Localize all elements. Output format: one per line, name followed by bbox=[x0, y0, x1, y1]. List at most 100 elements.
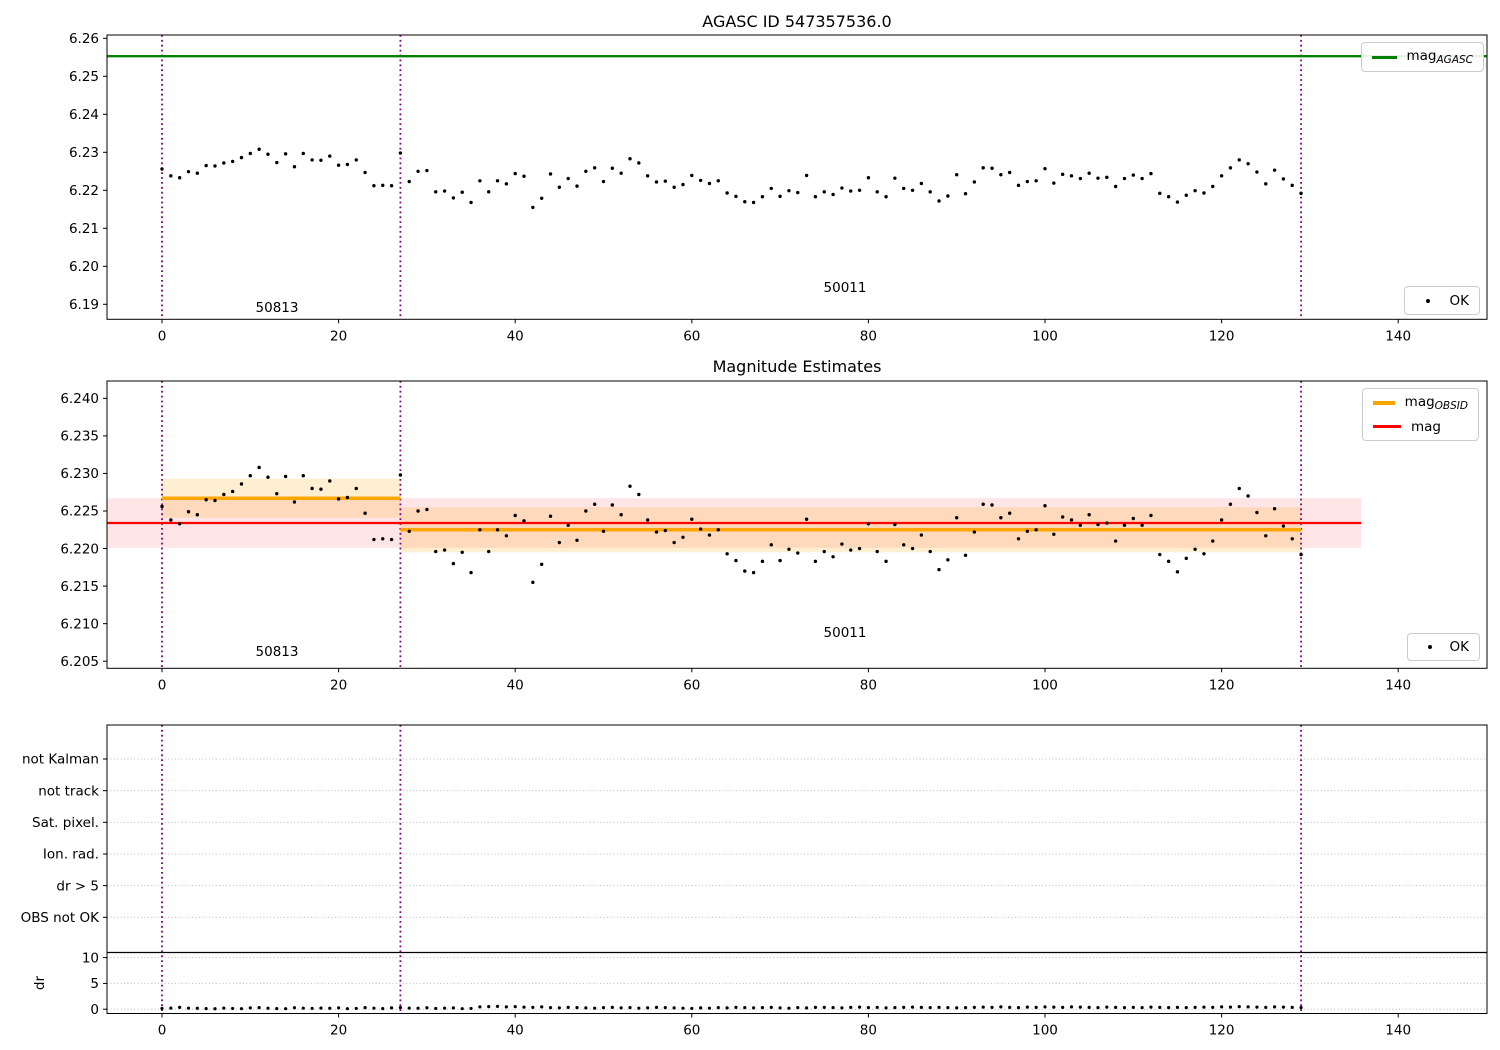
top-ytick-label: 6.23 bbox=[69, 145, 99, 161]
ok-point-top bbox=[230, 159, 235, 164]
top-xtick-label: 60 bbox=[683, 328, 700, 344]
middle-ytick-label: 6.235 bbox=[60, 429, 99, 445]
dr-point bbox=[231, 1006, 235, 1011]
top-xtick-label: 0 bbox=[158, 328, 167, 344]
ok-point-middle bbox=[495, 528, 500, 532]
ok-point-middle bbox=[707, 533, 712, 537]
dr-point bbox=[955, 1006, 959, 1010]
ok-point-middle bbox=[478, 528, 482, 532]
ok-point-middle bbox=[319, 487, 323, 491]
dr-point bbox=[593, 1006, 597, 1010]
ok-point-top bbox=[522, 174, 526, 178]
ok-point-middle bbox=[893, 522, 897, 527]
obsid-label-50813-middle: 50813 bbox=[255, 644, 299, 660]
bottom-xtick-label: 40 bbox=[507, 1023, 524, 1039]
dr-point bbox=[1237, 1005, 1241, 1009]
dr-point bbox=[186, 1006, 191, 1010]
ok-point-top bbox=[1034, 179, 1038, 183]
ok-point-top bbox=[328, 154, 332, 158]
dr-point bbox=[813, 1005, 818, 1009]
ok-point-middle bbox=[363, 511, 367, 515]
ok-point-top bbox=[990, 166, 994, 170]
ok-point-top bbox=[1122, 176, 1127, 181]
middle-xtick-label: 20 bbox=[330, 677, 347, 693]
dr-point bbox=[1264, 1005, 1268, 1009]
ok-point-middle bbox=[204, 498, 208, 502]
ok-point-middle bbox=[283, 474, 288, 479]
ok-point-middle bbox=[336, 497, 341, 501]
ok-point-middle bbox=[884, 559, 888, 564]
flag-category-label: OBS not OK bbox=[21, 910, 101, 926]
obsid-label-50011-top: 50011 bbox=[823, 280, 867, 296]
dr-point bbox=[681, 1006, 685, 1010]
top-ytick-label: 6.22 bbox=[69, 183, 99, 199]
dr-point bbox=[1184, 1006, 1188, 1010]
flag-category-label: not track bbox=[38, 783, 99, 799]
ok-point-top bbox=[531, 205, 535, 210]
dr-point bbox=[575, 1006, 579, 1010]
ok-point-middle bbox=[610, 503, 615, 507]
dr-point bbox=[725, 1006, 729, 1010]
ok-point-middle bbox=[257, 465, 261, 470]
ok-point-top bbox=[186, 169, 191, 174]
ok-point-top bbox=[1193, 188, 1197, 193]
ok-point-middle bbox=[328, 479, 332, 483]
ok-point-middle bbox=[663, 528, 668, 533]
ok-point-middle bbox=[504, 534, 509, 538]
dr-point bbox=[1299, 1006, 1303, 1010]
ok-point-middle bbox=[601, 529, 606, 533]
ok-point-middle bbox=[1290, 537, 1294, 541]
ok-point-middle bbox=[645, 518, 650, 522]
ok-point-middle bbox=[1255, 510, 1259, 515]
ok-point-top bbox=[451, 196, 456, 200]
dr-point bbox=[716, 1006, 720, 1010]
ok-point-middle bbox=[566, 523, 570, 527]
ok-point-top bbox=[1069, 174, 1074, 178]
ok-point-middle bbox=[1105, 521, 1109, 525]
top-xtick-label: 140 bbox=[1385, 328, 1411, 344]
dr-point bbox=[734, 1005, 738, 1009]
ok-point-top bbox=[1087, 171, 1091, 175]
ok-point-top bbox=[539, 196, 544, 200]
ok-point-middle bbox=[1122, 523, 1127, 527]
ok-point-middle bbox=[1211, 539, 1215, 543]
ok-point-middle bbox=[804, 517, 809, 521]
ok-point-top bbox=[751, 200, 756, 205]
dr-point bbox=[831, 1006, 835, 1010]
ok-point-top bbox=[654, 180, 659, 184]
dr-point bbox=[345, 1007, 350, 1011]
ok-point-middle bbox=[292, 500, 297, 504]
middle-ytick-label: 6.240 bbox=[60, 391, 99, 407]
ok-point-middle bbox=[919, 533, 924, 537]
dr-point bbox=[699, 1006, 703, 1010]
ok-point-middle bbox=[1113, 539, 1118, 543]
dr-ytick-label: 0 bbox=[90, 1002, 99, 1018]
ok-point-top bbox=[575, 184, 579, 188]
dr-point bbox=[1114, 1005, 1118, 1009]
legend-ok-top-label: OK bbox=[1449, 292, 1469, 309]
ok-point-top bbox=[663, 179, 668, 183]
dr-point bbox=[284, 1007, 288, 1011]
dr-point bbox=[663, 1006, 667, 1010]
ok-point-top bbox=[310, 158, 314, 162]
ok-point-top bbox=[645, 174, 650, 178]
ok-point-middle bbox=[769, 543, 773, 547]
ok-point-top bbox=[1202, 191, 1206, 195]
ok-point-top bbox=[442, 189, 447, 193]
bottom-xtick-label: 20 bbox=[330, 1023, 347, 1039]
ok-point-middle bbox=[778, 558, 782, 563]
ok-point-top bbox=[248, 151, 252, 156]
top-xtick-label: 20 bbox=[330, 328, 347, 344]
ok-point-top bbox=[1025, 179, 1030, 184]
dr-point bbox=[610, 1005, 614, 1009]
dr-point bbox=[672, 1006, 676, 1010]
top-ytick-label: 6.25 bbox=[69, 69, 99, 85]
ok-point-middle bbox=[345, 495, 350, 500]
ok-dot-marker bbox=[1418, 639, 1442, 655]
ok-point-middle bbox=[434, 549, 438, 554]
ok-point-top bbox=[743, 200, 747, 204]
ok-point-middle bbox=[407, 529, 411, 533]
ok-point-top bbox=[963, 192, 968, 196]
ok-point-top bbox=[1043, 166, 1047, 171]
top-ytick-label: 6.26 bbox=[69, 31, 99, 47]
